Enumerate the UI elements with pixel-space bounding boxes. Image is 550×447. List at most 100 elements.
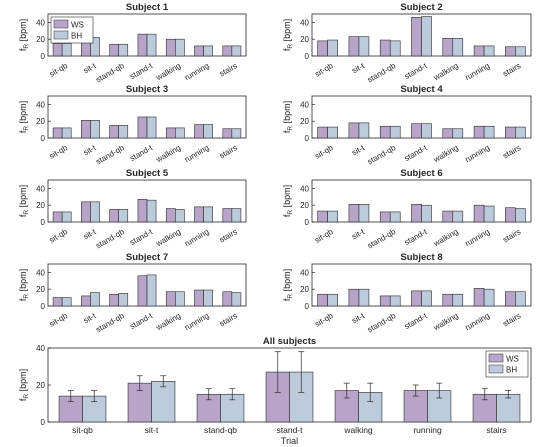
y-axis-label: fR [bpm] [282, 19, 294, 51]
y-tick-label: 40 [36, 18, 45, 27]
y-tick-label: 40 [36, 184, 45, 193]
bar-bh-stand-qb [118, 125, 129, 139]
x-tick-label: stand-qb [366, 311, 398, 335]
bar-bh-stand-t [421, 123, 432, 139]
bar-bh-sit-qb [61, 43, 72, 57]
legend-label-bh: BH [71, 32, 82, 41]
bar-bh-sit-qb [61, 127, 72, 139]
x-tick-label: sit-t [82, 61, 98, 76]
y-tick-label: 40 [300, 268, 309, 277]
x-tick-label: walking [431, 143, 459, 165]
chart-all-subjects: All subjects 0 20 40 fR [bpm] sit-qb sit-t stan… [18, 336, 532, 446]
bar-ws-walking [165, 38, 176, 57]
x-tick-label: sit-qb [48, 311, 70, 329]
bar-ws-sit-qb [52, 127, 63, 139]
bar-ws-sit-t [348, 288, 360, 307]
legend-swatch-ws [488, 353, 504, 363]
x-tick-label: stand-t [403, 61, 429, 81]
bar-ws-walking [442, 210, 454, 223]
bar-ws-running [194, 289, 204, 307]
x-tick-label: sit-t [82, 311, 98, 326]
x-tick-label: stand-qb [366, 227, 398, 251]
bar-bh-running [483, 288, 495, 307]
chart-subject-3: Subject 3 0 20 40 fR [bpm] sit-qb sit-tstand-q… [18, 84, 247, 167]
x-tick-label: sit-t [350, 227, 366, 242]
bar-ws-running [473, 204, 485, 223]
bar-ws-walking [165, 291, 176, 307]
x-tick-label: stand-qb [94, 227, 126, 251]
y-axis-label: fR [bpm] [282, 101, 294, 133]
y-tick-label: 20 [300, 201, 309, 210]
chart-subject-7: Subject 7 0 20 40 fR [bpm] sit-qb sit-tstand-q… [18, 252, 247, 334]
x-tick-label: walking [154, 61, 182, 83]
legend-label-bh: BH [506, 366, 517, 375]
y-axis-label: fR [bpm] [18, 185, 30, 217]
bar-ws-stairs [222, 208, 233, 223]
bar-ws-sit-qb [317, 210, 328, 223]
legend-label-ws: WS [506, 355, 519, 364]
bar-ws-running [473, 125, 485, 139]
bar-ws-stairs [222, 45, 233, 57]
bar-ws-stand-t [137, 275, 148, 307]
x-tick-label: running [183, 61, 211, 82]
chart-title: Subject 5 [126, 168, 169, 179]
bar-ws-walking [442, 38, 454, 57]
x-tick-label: stairs [218, 61, 239, 78]
bar-ws-stand-qb [379, 295, 391, 307]
bar-bh-running [483, 205, 495, 223]
x-tick-label: stairs [218, 227, 239, 244]
y-tick-label: 0 [41, 302, 46, 311]
bar-ws-sit-t [348, 204, 360, 223]
bar-bh-running [203, 45, 213, 57]
y-axis-label: fR [bpm] [18, 19, 30, 51]
x-tick-label: sit-t [145, 425, 159, 435]
chart-title: Subject 2 [400, 2, 442, 13]
x-tick-label: walking [154, 227, 182, 249]
chart-subject-4: Subject 4 0 20 40 fR [bpm] sit-qb sit-t stand-q… [282, 84, 532, 167]
bar-ws-sit-qb [52, 43, 63, 57]
bar-ws-sit-qb [317, 126, 328, 139]
legend-swatch-bh [488, 364, 504, 374]
bar-bh-sit-t [151, 380, 176, 423]
bar-bh-stand-qb [389, 125, 401, 139]
x-tick-label: running [183, 227, 211, 248]
y-tick-label: 40 [36, 268, 45, 277]
y-tick-label: 0 [305, 302, 310, 311]
bar-bh-stand-qb [389, 211, 401, 223]
bar-bh-running [203, 124, 213, 139]
y-tick-label: 0 [41, 218, 46, 227]
bar-bh-walking [452, 210, 464, 223]
x-tick-label: stand-qb [366, 61, 398, 85]
x-tick-label: running [183, 311, 211, 332]
bar-ws-sit-qb [317, 293, 328, 307]
bar-ws-running [473, 45, 485, 57]
bar-bh-stand-qb [389, 40, 401, 57]
bar-bh-running [203, 206, 213, 223]
bar-ws-stand-t [411, 17, 422, 57]
bar-bh-stand-t [146, 274, 157, 307]
bar-ws-sit-t [81, 201, 91, 223]
x-tick-label: stand-qb [94, 143, 126, 167]
bar-ws-stand-t [411, 204, 422, 223]
bar-ws-stand-qb [379, 125, 391, 139]
bar-ws-sit-t [81, 295, 91, 307]
x-tick-label: sit-qb [313, 143, 335, 161]
x-tick-label: walking [154, 143, 182, 165]
y-axis-label: fR [bpm] [18, 269, 30, 301]
x-tick-label: stand-qb [366, 143, 398, 167]
bar-bh-stand-qb [118, 43, 129, 57]
legend: WS BH [50, 16, 94, 44]
y-tick-label: 0 [41, 52, 46, 61]
bar-ws-running [194, 124, 204, 139]
bar-bh-stand-t [146, 199, 157, 223]
bar-ws-sit-qb [52, 211, 63, 223]
y-axis-label: fR [bpm] [282, 185, 294, 217]
bar-bh-stairs [231, 208, 242, 223]
y-tick-label: 20 [36, 35, 45, 44]
bar-bh-running [483, 45, 495, 57]
bar-bh-stand-t [421, 290, 432, 307]
x-tick-label: stairs [501, 61, 522, 78]
y-tick-label: 20 [300, 35, 309, 44]
y-tick-label: 40 [36, 344, 45, 353]
